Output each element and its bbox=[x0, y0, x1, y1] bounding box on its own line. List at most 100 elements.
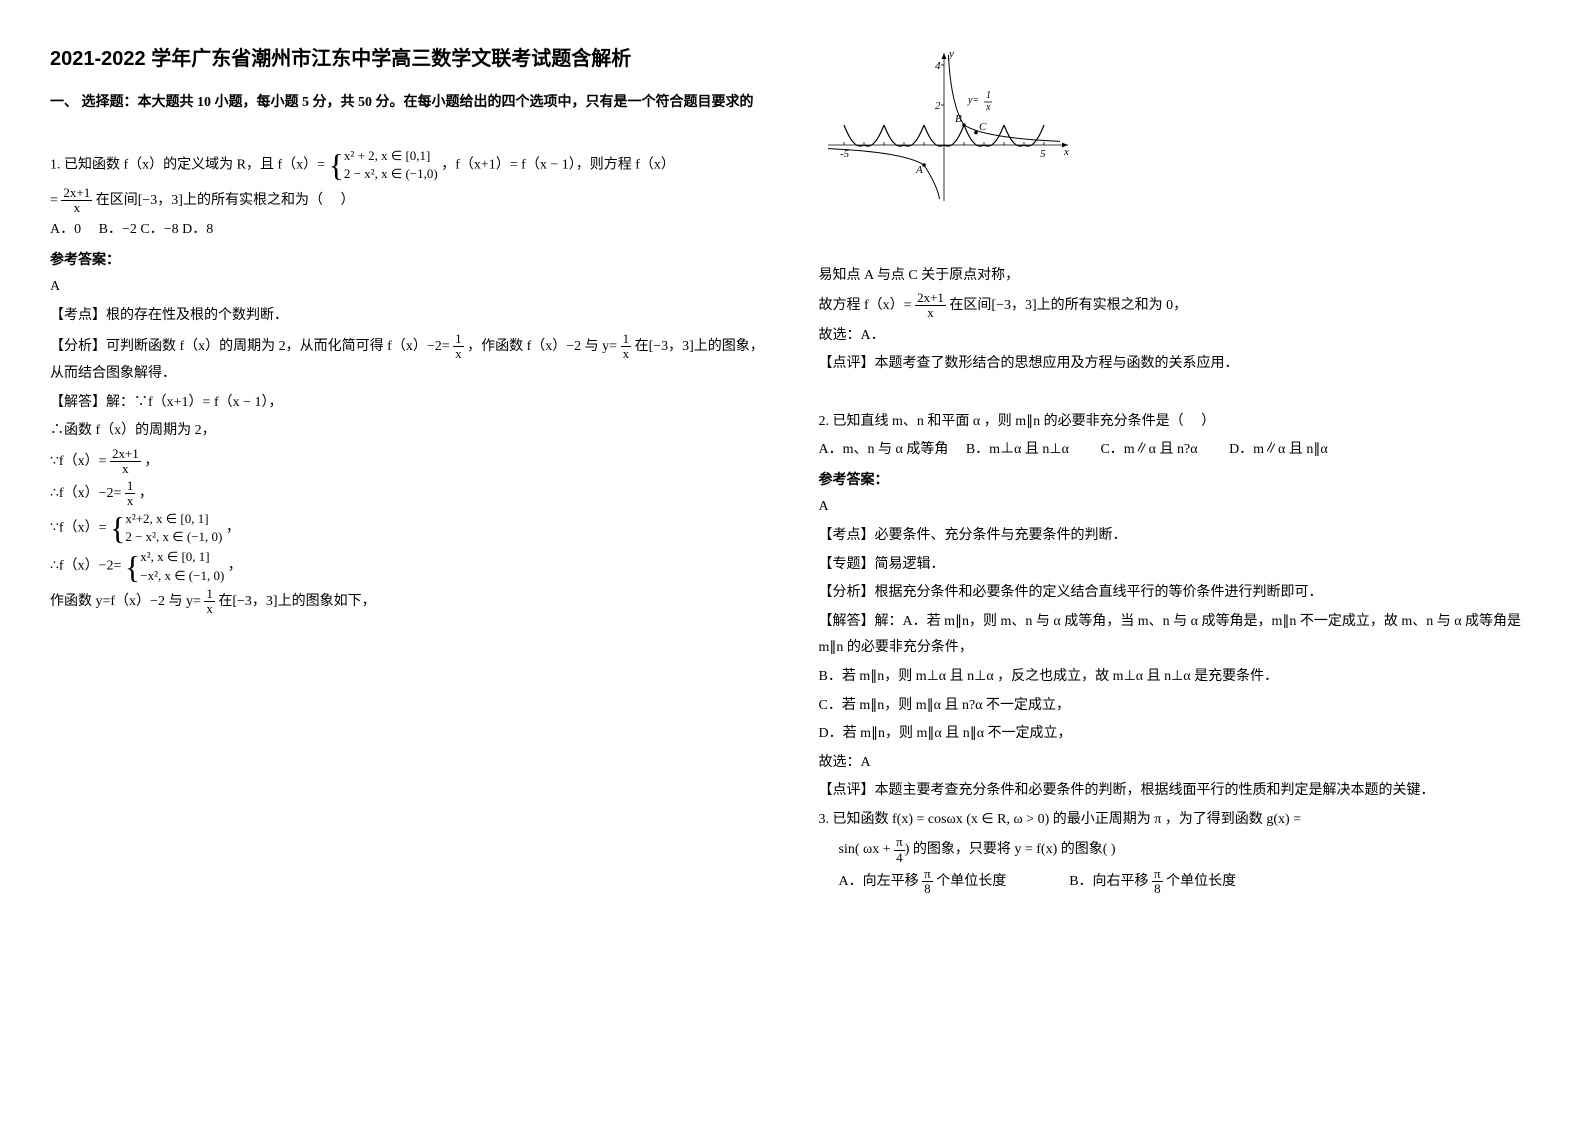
q3-gxl2b: ) bbox=[905, 842, 910, 857]
q1-fenxi-f1n: 1 bbox=[453, 332, 464, 347]
q2-jieda3: C．若 m∥n，则 m∥α 且 n?α 不一定成立， bbox=[819, 693, 1538, 720]
q1-figure: y x 2 4 -5 5 A B C y= 1 x bbox=[819, 45, 1079, 245]
section-heading: 一、 选择题：本大题共 10 小题，每小题 5 分，共 50 分。在每小题给出的… bbox=[50, 90, 769, 117]
q3-line2: sin( ωx + π4) 的图象，只要将 y = f(x) 的图象( ) bbox=[819, 835, 1538, 865]
q1-j7n: 1 bbox=[204, 587, 215, 602]
q1-j3n: 2x+1 bbox=[110, 447, 141, 462]
q3-stem-a: 3. 已知函数 bbox=[819, 812, 889, 827]
q2-optB: B．m⊥α 且 n⊥α bbox=[966, 442, 1069, 457]
svg-text:x: x bbox=[985, 102, 991, 113]
q3-optBd: 8 bbox=[1152, 882, 1163, 896]
col2-line3: 故选：A． bbox=[819, 323, 1538, 350]
svg-text:y=: y= bbox=[967, 95, 979, 106]
q1-jieda5b: ， bbox=[226, 521, 240, 536]
q3-fx: f(x) = cosωx (x ∈ R, ω > 0) bbox=[892, 812, 1049, 827]
q1-jieda3b: ， bbox=[144, 454, 158, 469]
svg-text:1: 1 bbox=[986, 90, 991, 101]
q1-fenxi-a: 【分析】可判断函数 f（x）的周期为 2，从而化简可得 f（x）−2= bbox=[50, 339, 450, 354]
q3-gxd: 4 bbox=[894, 851, 905, 865]
q1-piece2: 2 − x², x ∈ (−1,0) bbox=[344, 165, 438, 183]
q1-j4n: 1 bbox=[125, 479, 136, 494]
q2-optA: A．m、n 与 α 成等角 bbox=[819, 442, 949, 457]
q1-answer: A bbox=[50, 274, 769, 301]
svg-text:B: B bbox=[955, 113, 962, 125]
q1-stem-c: 在区间[−3，3]上的所有实根之和为（ ） bbox=[96, 193, 355, 208]
q1-jieda7b: 在[−3，3]上的图象如下， bbox=[218, 594, 375, 609]
q2-optD: D．m∥α 且 n∥α bbox=[1229, 442, 1328, 457]
q1-j4d: x bbox=[125, 494, 136, 508]
q1-jieda2: ∴函数 f（x）的周期为 2， bbox=[50, 418, 769, 445]
q1-eq-lhs: = bbox=[50, 193, 61, 208]
col2-line2b: 在区间[−3，3]上的所有实根之和为 0， bbox=[949, 298, 1187, 313]
q3-stem-c: ，为了得到函数 bbox=[1165, 812, 1263, 827]
q1-stem-b: ，f（x+1）= f（x − 1），则方程 f（x） bbox=[441, 158, 675, 173]
q1-jieda4a: ∴f（x）−2= bbox=[50, 486, 125, 501]
q1-fenxi: 【分析】可判断函数 f（x）的周期为 2，从而化简可得 f（x）−2= 1x ，… bbox=[50, 332, 769, 388]
q2-zhuanti: 【专题】简易逻辑． bbox=[819, 552, 1538, 579]
q3-line1: 3. 已知函数 f(x) = cosωx (x ∈ R, ω > 0) 的最小正… bbox=[819, 807, 1538, 834]
q1-j5p2: 2 − x², x ∈ (−1, 0) bbox=[125, 528, 222, 546]
svg-text:-5: -5 bbox=[840, 148, 850, 160]
left-column: 2021-2022 学年广东省潮州市江东中学高三数学文联考试题含解析 一、 选择… bbox=[50, 40, 769, 899]
q1-fenxi-f1d: x bbox=[453, 347, 464, 361]
q1-kaodian: 【考点】根的存在性及根的个数判断． bbox=[50, 303, 769, 330]
q1-stem-a: 1. 已知函数 f（x）的定义域为 R，且 f（x）= bbox=[50, 158, 325, 173]
q1-jieda4b: ， bbox=[139, 486, 153, 501]
svg-text:y: y bbox=[948, 48, 954, 60]
q1-j5p1: x²+2, x ∈ [0, 1] bbox=[125, 510, 222, 528]
q1-optD: D．8 bbox=[182, 222, 213, 237]
q1-optA: A．0 bbox=[50, 222, 81, 237]
q1-fenxi-f2d: x bbox=[621, 347, 632, 361]
q1-jieda4: ∴f（x）−2= 1x ， bbox=[50, 479, 769, 509]
q1-jieda6: ∴f（x）−2= { x², x ∈ [0, 1] −x², x ∈ (−1, … bbox=[50, 548, 769, 584]
q1-piecewise: { x² + 2, x ∈ [0,1] 2 − x², x ∈ (−1,0) bbox=[329, 147, 438, 183]
q3-optBn: π bbox=[1152, 867, 1163, 882]
q2-stem: 2. 已知直线 m、n 和平面 α ，则 m∥n 的必要非充分条件是（ ） bbox=[819, 409, 1538, 436]
svg-text:4: 4 bbox=[935, 60, 941, 72]
q1-eq-line: = 2x+1 x 在区间[−3，3]上的所有实根之和为（ ） bbox=[50, 186, 769, 216]
q1-jieda6b: ， bbox=[228, 559, 242, 574]
exam-title: 2021-2022 学年广东省潮州市江东中学高三数学文联考试题含解析 bbox=[50, 40, 769, 78]
q3-optAn: π bbox=[922, 867, 933, 882]
q1-jieda5: ∵f（x）= { x²+2, x ∈ [0, 1] 2 − x², x ∈ (−… bbox=[50, 510, 769, 546]
q2-jieda4: D．若 m∥n，则 m∥α 且 n∥α 不一定成立， bbox=[819, 721, 1538, 748]
q1-jieda7: 作函数 y=f（x）−2 与 y= 1x 在[−3，3]上的图象如下， bbox=[50, 587, 769, 617]
q3-optBb: 个单位长度 bbox=[1163, 874, 1237, 889]
col2-line2a: 故方程 f（x）= bbox=[819, 298, 916, 313]
svg-text:2: 2 bbox=[935, 100, 941, 112]
q2-jieda2: B．若 m∥n，则 m⊥α 且 n⊥α ，反之也成立，故 m⊥α 且 n⊥α 是… bbox=[819, 664, 1538, 691]
svg-text:A: A bbox=[915, 164, 923, 176]
q2-jieda5: 故选：A bbox=[819, 750, 1538, 777]
q3-gxl2a: sin( ωx + bbox=[839, 842, 895, 857]
q3-optAb: 个单位长度 bbox=[933, 874, 1007, 889]
q1-options: A．0 B．−2 C．−8 D．8 bbox=[50, 217, 769, 244]
q3-optAa: A．向左平移 bbox=[839, 874, 923, 889]
q2-dianping: 【点评】本题主要考查充分条件和必要条件的判断，根据线面平行的性质和判定是解决本题… bbox=[819, 778, 1538, 805]
q3-options: A．向左平移 π8 个单位长度 B．向右平移 π8 个单位长度 bbox=[819, 867, 1538, 897]
q1-j3d: x bbox=[110, 462, 141, 476]
q3-pi: π bbox=[1154, 812, 1161, 827]
q3-stem-d: 的图象，只要将 bbox=[913, 842, 1011, 857]
q2-jieda1: 【解答】解：A．若 m∥n，则 m、n 与 α 成等角，当 m、n 与 α 成等… bbox=[819, 609, 1538, 662]
svg-text:x: x bbox=[1063, 146, 1069, 158]
q1-jieda7a: 作函数 y=f（x）−2 与 y= bbox=[50, 594, 204, 609]
q1-fenxi-b: ，作函数 f（x）−2 与 y= bbox=[467, 339, 617, 354]
q3-optB: B．向右平移 π8 个单位长度 bbox=[1069, 874, 1236, 889]
q1-eq-frac: 2x+1 x bbox=[61, 186, 92, 216]
q2-options: A．m、n 与 α 成等角 B．m⊥α 且 n⊥α C．m∥α 且 n?α D．… bbox=[819, 437, 1538, 464]
q3-gxn: π bbox=[894, 835, 905, 850]
q2-optC: C．m∥α 且 n?α bbox=[1100, 442, 1197, 457]
q1-fenxi-f2n: 1 bbox=[621, 332, 632, 347]
q1-j7d: x bbox=[204, 602, 215, 616]
col2-line1: 易知点 A 与点 C 关于原点对称， bbox=[819, 263, 1538, 290]
q3-stem-b: 的最小正周期为 bbox=[1053, 812, 1151, 827]
q1-jieda3: ∵f（x）= 2x+1x ， bbox=[50, 447, 769, 477]
q1-eq-den: x bbox=[61, 201, 92, 215]
q1-stem: 1. 已知函数 f（x）的定义域为 R，且 f（x）= { x² + 2, x … bbox=[50, 147, 769, 183]
q3-optAd: 8 bbox=[922, 882, 933, 896]
col2-l2d: x bbox=[915, 306, 946, 320]
col2-line4: 【点评】本题考查了数形结合的思想应用及方程与函数的关系应用． bbox=[819, 351, 1538, 378]
q1-optC: C．−8 bbox=[140, 222, 178, 237]
q2-kaodian: 【考点】必要条件、充分条件与充要条件的判断． bbox=[819, 523, 1538, 550]
svg-text:5: 5 bbox=[1040, 148, 1046, 160]
